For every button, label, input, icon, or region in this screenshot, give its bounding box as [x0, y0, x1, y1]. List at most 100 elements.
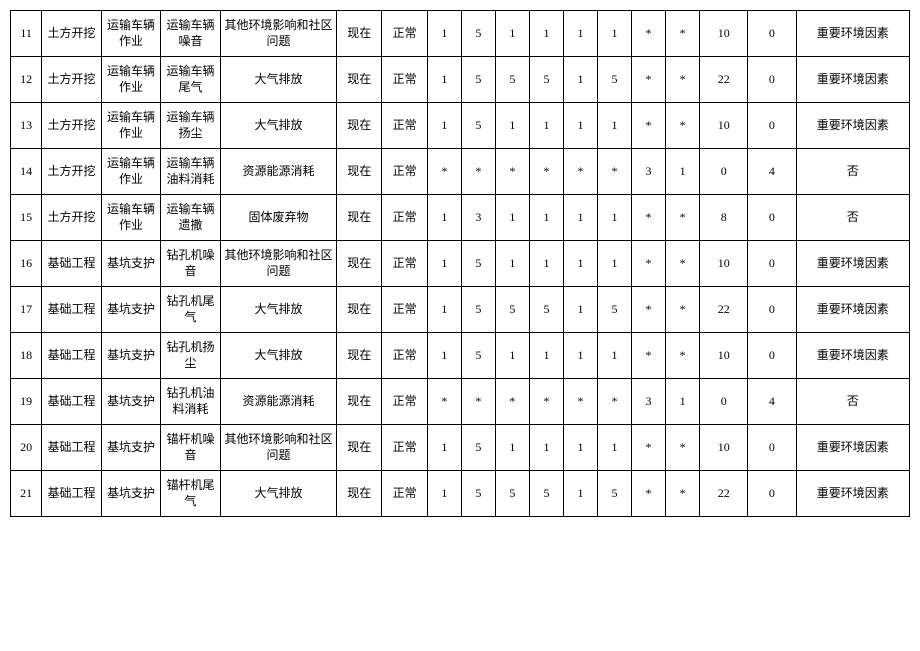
table-row: 15土方开挖运输车辆作业运输车辆遗撒固体废弃物现在正常131111**80否: [11, 195, 910, 241]
cell-state: 正常: [382, 241, 427, 287]
cell-factor: 钻孔机尾气: [161, 287, 221, 333]
cell-n5: 1: [563, 195, 597, 241]
cell-idx: 19: [11, 379, 42, 425]
cell-n4: 1: [529, 333, 563, 379]
cell-n7: *: [632, 241, 666, 287]
cell-time: 现在: [337, 379, 382, 425]
cell-eval: 重要环境因素: [796, 425, 910, 471]
table-row: 21基础工程基坑支护锚杆机尾气大气排放现在正常155515**220重要环境因素: [11, 471, 910, 517]
cell-idx: 18: [11, 333, 42, 379]
cell-sub: 运输车辆作业: [101, 149, 161, 195]
cell-n6: 1: [598, 195, 632, 241]
cell-eval: 重要环境因素: [796, 287, 910, 333]
cell-score1: 10: [700, 11, 748, 57]
cell-n7: *: [632, 57, 666, 103]
cell-n7: *: [632, 287, 666, 333]
cell-eval: 否: [796, 149, 910, 195]
cell-n4: 1: [529, 195, 563, 241]
cell-n4: 1: [529, 425, 563, 471]
cell-factor: 钻孔机噪音: [161, 241, 221, 287]
table-row: 17基础工程基坑支护钻孔机尾气大气排放现在正常155515**220重要环境因素: [11, 287, 910, 333]
cell-n2: 5: [461, 287, 495, 333]
cell-score2: 0: [748, 57, 796, 103]
cell-idx: 21: [11, 471, 42, 517]
cell-cat: 土方开挖: [42, 149, 102, 195]
cell-n3: 1: [495, 195, 529, 241]
cell-score2: 0: [748, 333, 796, 379]
cell-time: 现在: [337, 425, 382, 471]
cell-eval: 否: [796, 379, 910, 425]
cell-n4: 5: [529, 287, 563, 333]
cell-n2: 5: [461, 333, 495, 379]
cell-state: 正常: [382, 11, 427, 57]
cell-cat: 土方开挖: [42, 11, 102, 57]
cell-score2: 0: [748, 103, 796, 149]
cell-score2: 0: [748, 471, 796, 517]
cell-n5: *: [563, 379, 597, 425]
cell-score2: 0: [748, 425, 796, 471]
cell-n2: 3: [461, 195, 495, 241]
cell-impact: 其他环境影响和社区问题: [220, 241, 336, 287]
cell-n2: 5: [461, 425, 495, 471]
cell-n7: *: [632, 425, 666, 471]
cell-n3: 1: [495, 333, 529, 379]
table-row: 16基础工程基坑支护钻孔机噪音其他环境影响和社区问题现在正常151111**10…: [11, 241, 910, 287]
cell-cat: 土方开挖: [42, 57, 102, 103]
cell-score2: 4: [748, 149, 796, 195]
cell-n3: *: [495, 149, 529, 195]
cell-cat: 基础工程: [42, 425, 102, 471]
cell-idx: 17: [11, 287, 42, 333]
cell-n1: 1: [427, 287, 461, 333]
cell-score1: 0: [700, 379, 748, 425]
cell-eval: 否: [796, 195, 910, 241]
cell-n8: *: [666, 103, 700, 149]
cell-state: 正常: [382, 471, 427, 517]
table-row: 12土方开挖运输车辆作业运输车辆尾气大气排放现在正常155515**220重要环…: [11, 57, 910, 103]
cell-cat: 基础工程: [42, 379, 102, 425]
cell-impact: 大气排放: [220, 333, 336, 379]
cell-factor: 锚杆机噪音: [161, 425, 221, 471]
cell-n8: *: [666, 57, 700, 103]
cell-impact: 大气排放: [220, 57, 336, 103]
cell-idx: 11: [11, 11, 42, 57]
cell-n8: 1: [666, 149, 700, 195]
cell-impact: 资源能源消耗: [220, 149, 336, 195]
cell-sub: 基坑支护: [101, 379, 161, 425]
cell-factor: 钻孔机油料消耗: [161, 379, 221, 425]
cell-n5: 1: [563, 11, 597, 57]
cell-factor: 运输车辆油料消耗: [161, 149, 221, 195]
cell-n2: *: [461, 149, 495, 195]
cell-n1: 1: [427, 241, 461, 287]
cell-n5: 1: [563, 471, 597, 517]
cell-state: 正常: [382, 333, 427, 379]
cell-n1: 1: [427, 425, 461, 471]
cell-cat: 基础工程: [42, 241, 102, 287]
cell-n1: *: [427, 379, 461, 425]
cell-n1: 1: [427, 333, 461, 379]
cell-n5: 1: [563, 241, 597, 287]
cell-n5: *: [563, 149, 597, 195]
cell-eval: 重要环境因素: [796, 11, 910, 57]
cell-n3: 1: [495, 425, 529, 471]
cell-sub: 运输车辆作业: [101, 11, 161, 57]
cell-n8: *: [666, 471, 700, 517]
cell-sub: 运输车辆作业: [101, 195, 161, 241]
cell-time: 现在: [337, 241, 382, 287]
cell-n6: *: [598, 379, 632, 425]
cell-n6: 1: [598, 425, 632, 471]
cell-score2: 0: [748, 241, 796, 287]
cell-eval: 重要环境因素: [796, 333, 910, 379]
cell-factor: 运输车辆扬尘: [161, 103, 221, 149]
cell-n2: 5: [461, 471, 495, 517]
cell-n1: 1: [427, 57, 461, 103]
cell-state: 正常: [382, 425, 427, 471]
cell-n2: 5: [461, 57, 495, 103]
cell-sub: 基坑支护: [101, 471, 161, 517]
cell-time: 现在: [337, 103, 382, 149]
cell-n7: *: [632, 11, 666, 57]
cell-n1: 1: [427, 195, 461, 241]
cell-factor: 锚杆机尾气: [161, 471, 221, 517]
cell-impact: 资源能源消耗: [220, 379, 336, 425]
cell-n6: *: [598, 149, 632, 195]
cell-n8: *: [666, 195, 700, 241]
